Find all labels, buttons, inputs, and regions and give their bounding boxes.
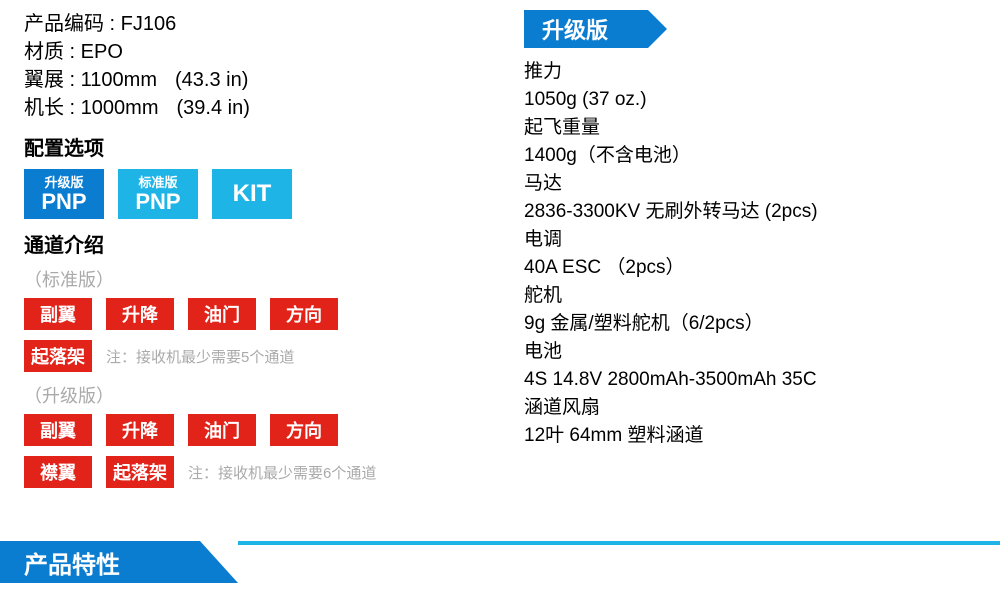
channel-box: 油门 — [188, 298, 256, 330]
right-spec-label: 推力 — [524, 58, 964, 86]
channel-note: 注：接收机最少需要5个通道 — [106, 346, 294, 367]
upgrade-banner: 升级版 — [524, 10, 648, 48]
spec-line: 产品编码 : FJ106 — [24, 10, 504, 38]
channel-row: 副翼升降油门方向 — [24, 414, 504, 446]
spec-val: EPO — [81, 41, 123, 63]
channel-box: 副翼 — [24, 298, 92, 330]
config-box: 升级版 PNP — [24, 169, 104, 219]
channel-row: 襟翼起落架注：接收机最少需要6个通道 — [24, 456, 504, 488]
spec-val: FJ106 — [121, 13, 177, 35]
right-spec-label: 涵道风扇 — [524, 394, 964, 422]
right-spec-value: 2836-3300KV 无刷外转马达 (2pcs) — [524, 198, 964, 226]
channel-box: 起落架 — [24, 340, 92, 372]
spec-line: 材质 : EPO — [24, 38, 504, 66]
channel-box: 方向 — [270, 414, 338, 446]
channel-box: 升降 — [106, 414, 174, 446]
right-column: 升级版 推力1050g (37 oz.)起飞重量1400g（不含电池）马达283… — [504, 10, 964, 498]
config-bot: PNP — [41, 191, 86, 213]
config-title: 配置选项 — [24, 132, 504, 161]
channel-box: 副翼 — [24, 414, 92, 446]
right-spec-value: 40A ESC （2pcs） — [524, 254, 964, 282]
spec-key: 产品编码 : — [24, 13, 121, 35]
spec-list: 推力1050g (37 oz.)起飞重量1400g（不含电池）马达2836-33… — [524, 58, 964, 450]
right-spec-label: 舵机 — [524, 282, 964, 310]
config-bot: KIT — [233, 182, 272, 206]
right-spec-label: 电调 — [524, 226, 964, 254]
channel-note: 注：接收机最少需要6个通道 — [188, 462, 376, 483]
channel-title: 通道介绍 — [24, 229, 504, 258]
config-box: 标准版 PNP — [118, 169, 198, 219]
spec-val: 1100mm — [81, 69, 157, 91]
channel-box: 油门 — [188, 414, 256, 446]
left-column: 产品编码 : FJ106材质 : EPO翼展 : 1100mm(43.3 in)… — [24, 10, 504, 498]
channel-box: 起落架 — [106, 456, 174, 488]
upgrade-banner-label: 升级版 — [542, 13, 608, 45]
right-spec-value: 12叶 64mm 塑料涵道 — [524, 422, 964, 450]
config-row: 升级版 PNP 标准版 PNP KIT — [24, 169, 504, 219]
right-spec-value: 1050g (37 oz.) — [524, 86, 964, 114]
config-top: 升级版 — [44, 176, 83, 189]
spec-extra: (43.3 in) — [175, 69, 248, 91]
right-spec-label: 电池 — [524, 338, 964, 366]
channel-row: 起落架注：接收机最少需要5个通道 — [24, 340, 504, 372]
channel-box: 方向 — [270, 298, 338, 330]
spec-extra: (39.4 in) — [176, 97, 249, 119]
right-spec-value: 4S 14.8V 2800mAh-3500mAh 35C — [524, 366, 964, 394]
config-bot: PNP — [135, 191, 180, 213]
config-top: 标准版 — [138, 176, 177, 189]
spec-line: 机长 : 1000mm (39.4 in) — [24, 94, 504, 122]
spec-val: 1000mm — [81, 97, 159, 119]
right-spec-value: 9g 金属/塑料舵机（6/2pcs） — [524, 310, 964, 338]
channel-box: 升降 — [106, 298, 174, 330]
right-spec-label: 起飞重量 — [524, 114, 964, 142]
spec-key: 机长 : — [24, 97, 81, 119]
bottom-title: 产品特性 — [24, 545, 120, 580]
spec-line: 翼展 : 1100mm (43.3 in) — [24, 66, 504, 94]
spec-key: 材质 : — [24, 41, 81, 63]
bottom-banner: 产品特性 — [0, 541, 200, 583]
channel-subtitle: （标准版） — [24, 266, 504, 292]
channel-box: 襟翼 — [24, 456, 92, 488]
channel-subtitle: （升级版） — [24, 382, 504, 408]
right-spec-value: 1400g（不含电池） — [524, 142, 964, 170]
right-spec-label: 马达 — [524, 170, 964, 198]
config-box: KIT — [212, 169, 292, 219]
spec-key: 翼展 : — [24, 69, 81, 91]
channel-row: 副翼升降油门方向 — [24, 298, 504, 330]
